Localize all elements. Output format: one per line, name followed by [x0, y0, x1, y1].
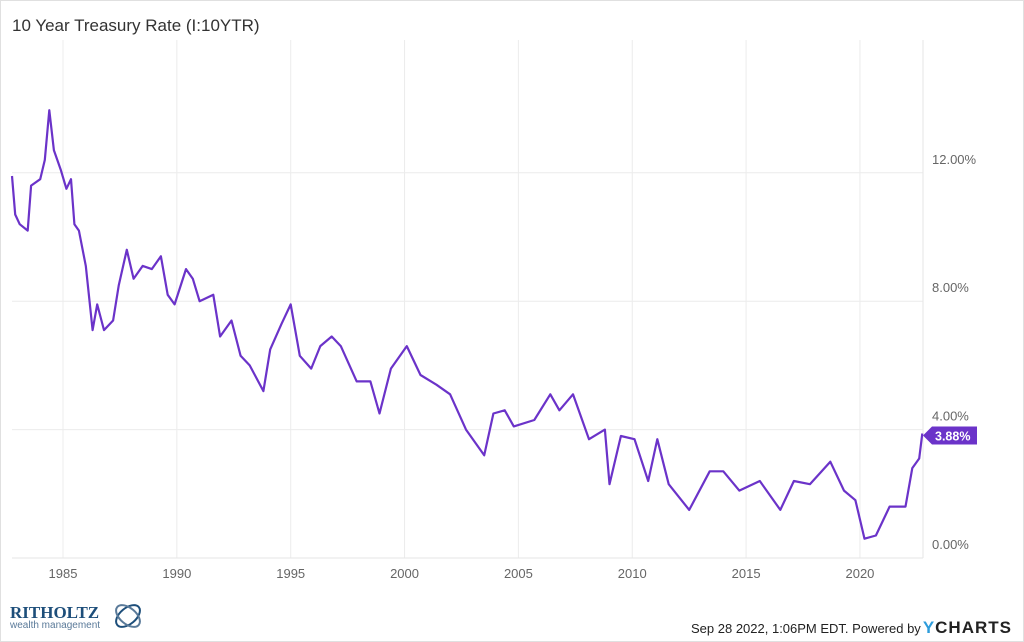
footer-attribution: Sep 28 2022, 1:06PM EDT. Powered by YCHA… [691, 618, 1012, 638]
logo-subtitle: wealth management [10, 620, 101, 631]
last-value-label: 3.88% [935, 429, 970, 443]
x-tick-label: 2020 [845, 566, 874, 581]
x-tick-label: 1995 [276, 566, 305, 581]
chart-title: 10 Year Treasury Rate (I:10YTR) [12, 16, 260, 35]
logo-globe-icon [115, 604, 141, 628]
y-tick-label: 0.00% [932, 537, 969, 552]
x-tick-label: 2005 [504, 566, 533, 581]
x-tick-label: 1990 [162, 566, 191, 581]
x-tick-label: 1985 [49, 566, 78, 581]
last-value-badge [923, 426, 977, 445]
ycharts-logo[interactable]: YCHARTS [922, 618, 1012, 637]
y-tick-label: 4.00% [932, 409, 969, 424]
y-tick-label: 8.00% [932, 280, 969, 295]
x-tick-label: 2010 [618, 566, 647, 581]
y-tick-label: 12.00% [932, 152, 977, 167]
timestamp: Sep 28 2022, 1:06PM EDT. Powered by [691, 620, 921, 636]
x-tick-label: 2000 [390, 566, 419, 581]
x-tick-label: 2015 [732, 566, 761, 581]
logo-name: RITHOLTZ [10, 603, 100, 622]
ritholtz-logo: RITHOLTZ wealth management [10, 603, 141, 631]
series-line-10y-treasury [10, 109, 924, 540]
